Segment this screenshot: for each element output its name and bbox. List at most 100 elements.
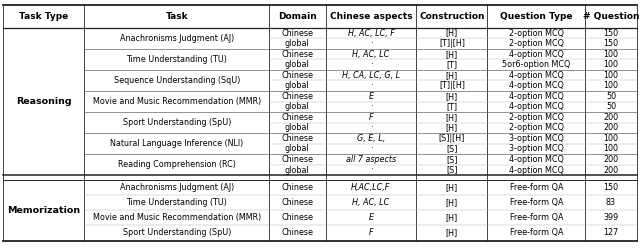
Text: Domain: Domain — [278, 12, 317, 21]
Text: Task: Task — [165, 12, 188, 21]
Text: global: global — [285, 166, 310, 175]
Text: Chinese: Chinese — [281, 228, 313, 238]
Text: ·: · — [370, 124, 372, 132]
Text: 4-option MCQ: 4-option MCQ — [509, 166, 564, 175]
Text: 2-option MCQ: 2-option MCQ — [509, 124, 564, 132]
Text: [H]: [H] — [446, 198, 458, 207]
Text: Sport Understanding (SpU): Sport Understanding (SpU) — [123, 228, 231, 238]
Text: 100: 100 — [604, 71, 618, 80]
Text: Free-form QA: Free-form QA — [509, 213, 563, 222]
Text: Time Understanding (TU): Time Understanding (TU) — [126, 55, 227, 64]
Text: [T]: [T] — [446, 102, 458, 111]
Text: [H]: [H] — [446, 228, 458, 238]
Text: global: global — [285, 81, 310, 90]
Text: 2-option MCQ: 2-option MCQ — [509, 39, 564, 48]
Text: 200: 200 — [604, 124, 618, 132]
Text: 4-option MCQ: 4-option MCQ — [509, 50, 564, 59]
Text: F: F — [369, 228, 373, 238]
Text: Sport Understanding (SpU): Sport Understanding (SpU) — [123, 118, 231, 127]
Text: [T]: [T] — [446, 60, 458, 69]
Text: Chinese: Chinese — [281, 155, 313, 164]
Text: [H]: [H] — [446, 183, 458, 192]
Text: [H]: [H] — [446, 50, 458, 59]
Text: global: global — [285, 102, 310, 111]
Text: Reading Comprehension (RC): Reading Comprehension (RC) — [118, 160, 236, 169]
Text: Chinese: Chinese — [281, 113, 313, 122]
Text: Free-form QA: Free-form QA — [509, 183, 563, 192]
Text: Chinese: Chinese — [281, 71, 313, 80]
Text: Memorization: Memorization — [7, 206, 81, 215]
Text: Chinese aspects: Chinese aspects — [330, 12, 412, 21]
Text: Chinese: Chinese — [281, 198, 313, 207]
Text: 127: 127 — [604, 228, 619, 238]
Text: E: E — [369, 92, 374, 101]
Text: H, AC, LC, F: H, AC, LC, F — [348, 29, 394, 37]
Text: Anachronisms Judgment (AJ): Anachronisms Judgment (AJ) — [120, 183, 234, 192]
Text: [T]|[H]: [T]|[H] — [439, 81, 465, 90]
Text: [H]: [H] — [446, 124, 458, 132]
Text: all 7 aspects: all 7 aspects — [346, 155, 396, 164]
Text: H,AC,LC,F: H,AC,LC,F — [351, 183, 390, 192]
Text: [S]: [S] — [446, 155, 458, 164]
Text: Anachronisms Judgment (AJ): Anachronisms Judgment (AJ) — [120, 34, 234, 43]
Text: Reasoning: Reasoning — [16, 97, 72, 106]
Text: 100: 100 — [604, 60, 618, 69]
Text: ·: · — [370, 102, 372, 111]
Text: 100: 100 — [604, 134, 618, 143]
Text: [H]: [H] — [446, 92, 458, 101]
Text: global: global — [285, 145, 310, 154]
Text: 50: 50 — [606, 102, 616, 111]
Text: Chinese: Chinese — [281, 29, 313, 37]
Text: Chinese: Chinese — [281, 134, 313, 143]
Text: Chinese: Chinese — [281, 92, 313, 101]
Text: [H]: [H] — [446, 213, 458, 222]
Text: [H]: [H] — [446, 29, 458, 37]
Text: 4-option MCQ: 4-option MCQ — [509, 81, 564, 90]
Text: Natural Language Inference (NLI): Natural Language Inference (NLI) — [110, 139, 243, 148]
Text: Movie and Music Recommendation (MMR): Movie and Music Recommendation (MMR) — [93, 213, 261, 222]
Text: Chinese: Chinese — [281, 183, 313, 192]
Text: 100: 100 — [604, 50, 618, 59]
Text: E: E — [369, 213, 374, 222]
Text: 100: 100 — [604, 145, 618, 154]
Text: Time Understanding (TU): Time Understanding (TU) — [126, 198, 227, 207]
Text: ·: · — [370, 166, 372, 175]
Text: Chinese: Chinese — [281, 50, 313, 59]
Text: 200: 200 — [604, 155, 618, 164]
Text: F: F — [369, 113, 373, 122]
Text: H, AC, LC: H, AC, LC — [353, 198, 390, 207]
Text: 50: 50 — [606, 92, 616, 101]
Text: H, AC, LC: H, AC, LC — [353, 50, 390, 59]
Text: 3-option MCQ: 3-option MCQ — [509, 134, 564, 143]
Text: 2-option MCQ: 2-option MCQ — [509, 113, 564, 122]
Text: 399: 399 — [604, 213, 619, 222]
Text: G, E, L,: G, E, L, — [357, 134, 385, 143]
Text: 4-option MCQ: 4-option MCQ — [509, 92, 564, 101]
Text: 200: 200 — [604, 166, 618, 175]
Text: Question Type: Question Type — [500, 12, 573, 21]
Text: 3-option MCQ: 3-option MCQ — [509, 145, 564, 154]
Text: ·: · — [370, 60, 372, 69]
Text: H, CA, LC, G, L: H, CA, LC, G, L — [342, 71, 400, 80]
Text: 200: 200 — [604, 113, 618, 122]
Text: 4-option MCQ: 4-option MCQ — [509, 71, 564, 80]
Text: 150: 150 — [604, 183, 618, 192]
Text: Free-form QA: Free-form QA — [509, 198, 563, 207]
Text: Sequence Understanding (SqU): Sequence Understanding (SqU) — [113, 76, 240, 85]
Text: # Question: # Question — [583, 12, 639, 21]
Text: [T]|[H]: [T]|[H] — [439, 39, 465, 48]
Text: Free-form QA: Free-form QA — [509, 228, 563, 238]
Text: Movie and Music Recommendation (MMR): Movie and Music Recommendation (MMR) — [93, 97, 261, 106]
Text: ·: · — [370, 39, 372, 48]
Text: global: global — [285, 60, 310, 69]
Text: 2-option MCQ: 2-option MCQ — [509, 29, 564, 37]
Text: 4-option MCQ: 4-option MCQ — [509, 155, 564, 164]
Text: [S]: [S] — [446, 166, 458, 175]
Text: ·: · — [370, 81, 372, 90]
Text: 100: 100 — [604, 81, 618, 90]
Text: Chinese: Chinese — [281, 213, 313, 222]
Text: [H]: [H] — [446, 71, 458, 80]
Text: Task Type: Task Type — [19, 12, 68, 21]
Text: 150: 150 — [604, 39, 618, 48]
Text: [H]: [H] — [446, 113, 458, 122]
